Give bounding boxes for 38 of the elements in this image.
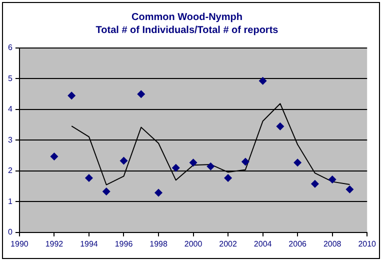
y-tick-label: 6: [8, 43, 13, 52]
y-tick-label: 1: [8, 196, 13, 206]
point: [259, 77, 267, 85]
point: [328, 176, 336, 184]
x-tick-label: 1994: [80, 239, 98, 248]
y-tick-label: 2: [8, 166, 13, 176]
x-tick-label: 1996: [114, 239, 134, 248]
point: [276, 122, 284, 130]
y-tick-label: 3: [8, 135, 13, 144]
x-tick-label: 2008: [323, 239, 342, 248]
x-tick-label: 1998: [150, 239, 168, 248]
point: [242, 158, 250, 166]
x-tick-label: 2000: [184, 239, 203, 248]
y-tick-label: 4: [8, 104, 13, 114]
point: [50, 152, 58, 160]
point: [68, 92, 76, 100]
x-tick-label: 1990: [10, 239, 29, 248]
x-tick-label: 1992: [45, 239, 64, 248]
point: [224, 174, 232, 182]
point: [120, 156, 128, 165]
point: [85, 174, 93, 182]
point: [346, 186, 354, 194]
chart-subtitle: Total # of Individuals/Total # of reports: [96, 24, 279, 36]
point: [172, 164, 180, 172]
point: [154, 188, 162, 197]
y-tick-label: 5: [8, 74, 13, 83]
x-tick-label: 2004: [254, 239, 272, 248]
chart-title: Common Wood-Nymph: [132, 12, 242, 23]
point: [137, 90, 145, 98]
y-tick-label: 0: [8, 228, 13, 237]
point: [294, 158, 302, 166]
point: [311, 180, 319, 188]
point: [189, 158, 198, 166]
point: [102, 188, 110, 196]
x-tick-label: 2010: [358, 239, 377, 248]
x-tick-label: 2006: [288, 239, 308, 248]
x-tick-label: 2002: [219, 239, 238, 248]
point: [206, 162, 214, 170]
